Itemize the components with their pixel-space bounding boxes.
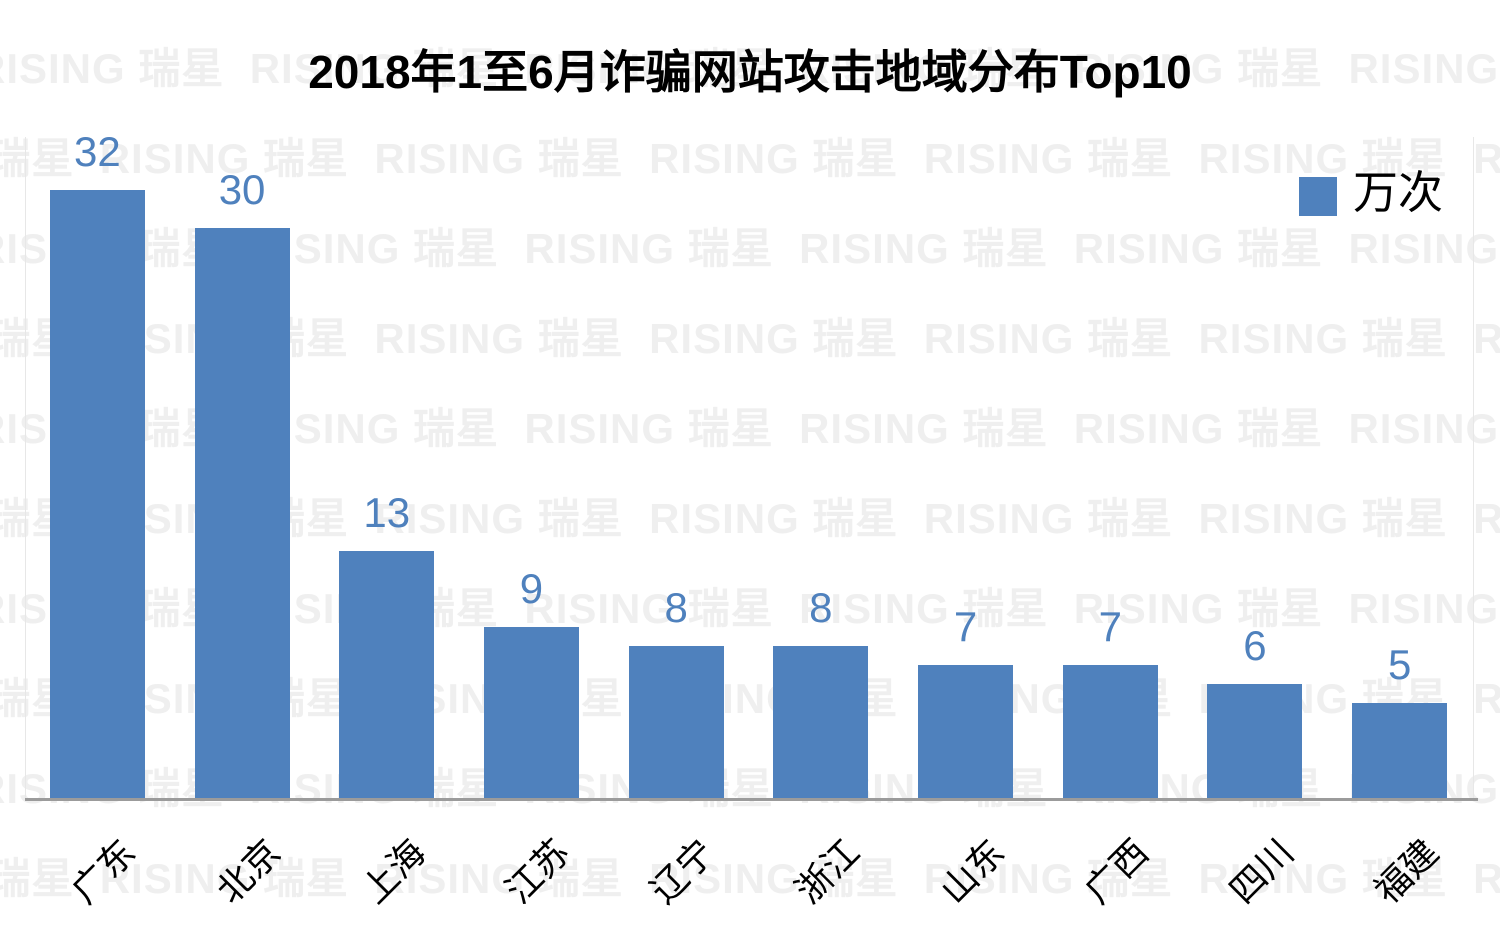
bar-value-label: 30 [218,166,266,213]
bar-value-label: 8 [664,584,688,631]
bar [1352,703,1448,798]
bar [773,646,869,798]
bar-value-label: 7 [1098,603,1122,650]
legend-swatch-icon [1299,176,1337,216]
watermark-text: RISING 瑞星 RISING 瑞星 RISING 瑞星 RISING 瑞星 … [0,45,1500,92]
bar-value-label: 9 [519,565,544,612]
bar [339,551,435,798]
bar [49,190,145,798]
chart-title: 2018年1至6月诈骗网站攻击地域分布Top10 [308,46,1192,98]
bar [1062,665,1158,798]
bar [918,665,1014,798]
x-axis-line [25,798,1478,801]
watermark-text: RISING 瑞星 RISING 瑞星 RISING 瑞星 RISING 瑞星 … [0,135,1500,182]
legend: 万次 [1299,168,1443,218]
bar-value-label: 7 [953,603,978,650]
bar-value-label: 32 [73,128,121,175]
bar [194,228,290,798]
bar-value-label: 8 [809,584,833,631]
bar-value-label: 13 [363,489,411,536]
bar [483,627,579,798]
bar-value-label: 6 [1243,622,1267,669]
watermark-text: RISING 瑞星 RISING 瑞星 RISING 瑞星 RISING 瑞星 … [0,855,1500,902]
bar [1207,684,1303,798]
bar-value-label: 5 [1387,641,1412,688]
plot-area [25,137,1474,798]
watermark-text: RISING 瑞星 RISING 瑞星 RISING 瑞星 RISING 瑞星 … [0,315,1500,362]
bar [628,646,724,798]
legend-label: 万次 [1353,167,1444,218]
